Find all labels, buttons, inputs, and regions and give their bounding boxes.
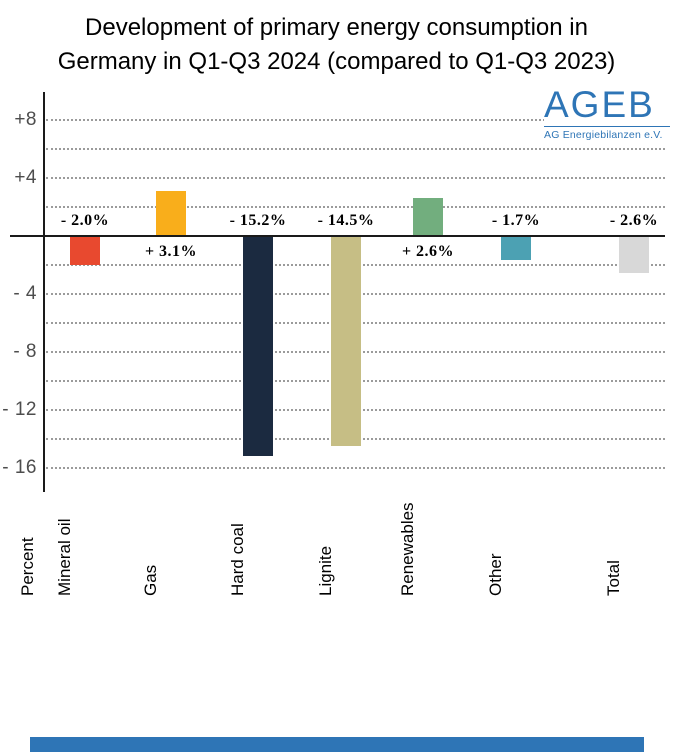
ageb-logo: AGEB AG Energiebilanzen e.V.: [544, 85, 670, 141]
bar-gas: [156, 190, 186, 236]
gridline-6: [46, 147, 665, 150]
y-tick-label-4: +4: [14, 167, 37, 188]
gridline--16: [46, 466, 665, 469]
value-label-other: - 1.7%: [491, 211, 541, 229]
category-label-other: Other: [486, 553, 505, 596]
bar-renewables: [413, 197, 443, 236]
y-axis-line: [43, 92, 45, 492]
bar-lignite: [331, 235, 361, 446]
category-label-mineral-oil: Mineral oil: [55, 518, 74, 596]
category-label-hard-coal: Hard coal: [228, 523, 247, 596]
ageb-logo-subtitle: AG Energiebilanzen e.V.: [544, 126, 670, 141]
zero-baseline: [10, 234, 665, 237]
y-axis-title: Percent: [18, 537, 37, 596]
chart-title-line1: Development of primary energy consumptio…: [85, 14, 588, 41]
footer-bar: [30, 737, 644, 752]
gridline-4: [46, 176, 665, 179]
value-label-mineral-oil: - 2.0%: [60, 211, 110, 229]
chart-title-line2: Germany in Q1-Q3 2024 (compared to Q1-Q3…: [57, 48, 616, 75]
category-label-renewables: Renewables: [398, 502, 417, 596]
ageb-logo-text: AGEB: [544, 84, 655, 125]
value-label-gas: + 3.1%: [144, 242, 198, 260]
y-tick-label--12: - 12: [2, 399, 37, 420]
category-label-gas: Gas: [141, 564, 160, 596]
y-tick-label--8: - 8: [13, 341, 37, 362]
y-tick-label--16: - 16: [2, 457, 37, 478]
gridline-2: [46, 205, 665, 208]
y-tick-label--4: - 4: [13, 283, 37, 304]
chart-title: Development of primary energy consumptio…: [0, 11, 673, 79]
bar-mineral-oil: [70, 235, 100, 265]
bar-hard-coal: [243, 235, 273, 456]
y-tick-label-8: +8: [14, 109, 37, 130]
bar-total: [619, 235, 649, 274]
gridline-8: [46, 118, 665, 121]
value-label-renewables: + 2.6%: [401, 242, 455, 260]
category-label-total: Total: [604, 560, 623, 596]
category-label-lignite: Lignite: [316, 545, 335, 596]
bar-other: [501, 235, 531, 261]
value-label-lignite: - 14.5%: [317, 211, 375, 229]
value-label-hard-coal: - 15.2%: [229, 211, 287, 229]
value-label-total: - 2.6%: [609, 211, 659, 229]
